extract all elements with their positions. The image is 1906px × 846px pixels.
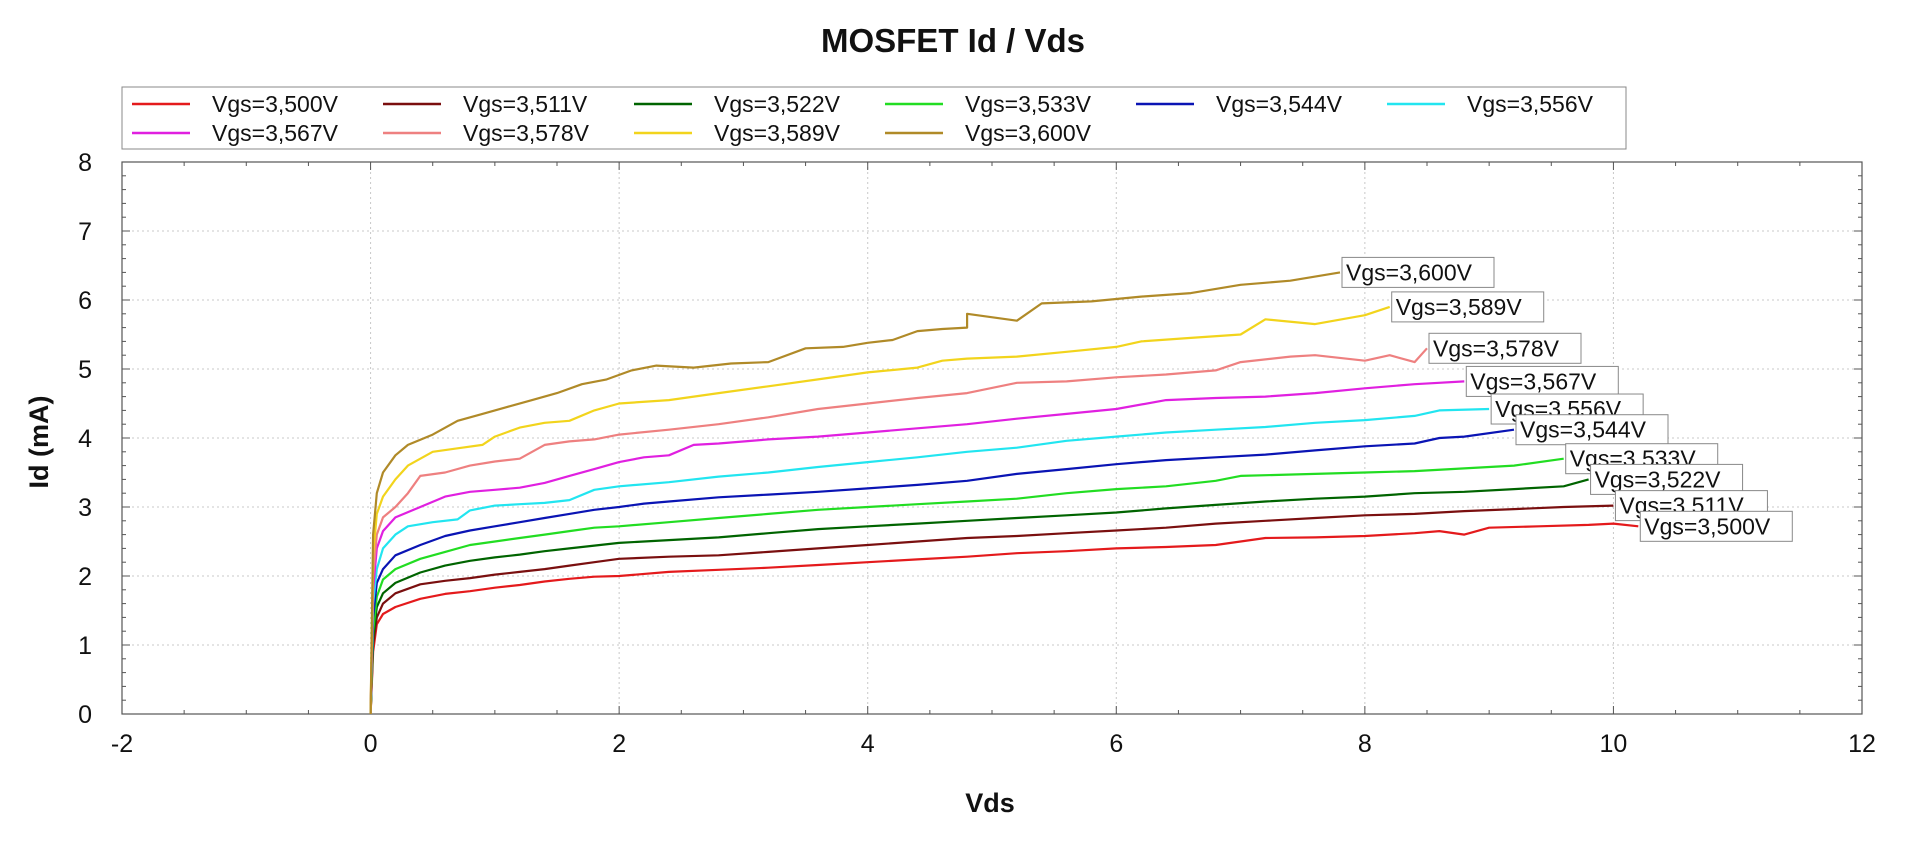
legend-label: Vgs=3,589V [714,120,841,146]
y-tick-label: 3 [78,494,92,522]
legend-item: Vgs=3,567V [132,120,339,146]
legend: Vgs=3,500V Vgs=3,511V Vgs=3,522V Vgs=3,533V… [121,86,1627,150]
series-line-9 [369,271,1341,715]
legend-label: Vgs=3,556V [1467,91,1594,117]
legend-item: Vgs=3,500V [132,91,339,117]
y-tick-label: 5 [78,356,92,384]
end-label-box [1391,291,1545,323]
series-line-2 [369,478,1589,715]
end-label: Vgs=3,567V [1465,365,1619,397]
legend-label: Vgs=3,578V [463,120,590,146]
legend-item: Vgs=3,544V [1136,91,1343,117]
x-tick-label: -2 [111,730,133,758]
y-tick-label: 7 [78,218,92,246]
legend-item: Vgs=3,589V [634,120,841,146]
legend-label: Vgs=3,544V [1216,91,1343,117]
y-tick-label: 2 [78,563,92,591]
end-label-text: Vgs=3,500V [1644,513,1771,539]
end-label-box [1515,414,1669,446]
legend-item: Vgs=3,578V [383,120,590,146]
end-label: Vgs=3,589V [1391,291,1545,323]
y-tick-label: 1 [78,632,92,660]
end-label-text: Vgs=3,567V [1470,368,1597,394]
plot-area: -2 0 2 4 6 8 10 12012345678Vgs=3,600VVgs=3,589V… [78,149,1876,758]
end-label: Vgs=3,578V [1428,332,1582,364]
end-label-box [1341,256,1495,288]
x-tick-label: 10 [1600,730,1628,758]
series-line-1 [369,504,1614,715]
series-line-7 [369,347,1428,715]
legend-label: Vgs=3,511V [463,91,588,117]
x-tick-label: 0 [364,730,378,758]
legend-label: Vgs=3,567V [212,120,339,146]
x-tick-label: 8 [1358,730,1372,758]
end-label-text: Vgs=3,589V [1396,294,1523,320]
end-label-box [1590,463,1744,495]
end-label-text: Vgs=3,578V [1433,335,1560,361]
end-label: Vgs=3,500V [1639,510,1793,542]
legend-label: Vgs=3,600V [965,120,1092,146]
series-line-3 [369,457,1564,715]
end-label-text: Vgs=3,544V [1520,417,1647,443]
end-label-text: Vgs=3,522V [1595,466,1722,492]
x-tick-label: 2 [612,730,626,758]
legend-item: Vgs=3,522V [634,91,841,117]
series-line-6 [369,380,1465,715]
end-label: Vgs=3,600V [1341,256,1495,288]
legend-label: Vgs=3,522V [714,91,841,117]
y-tick-label: 6 [78,287,92,315]
end-label-box [1428,332,1582,364]
end-label: Vgs=3,522V [1590,463,1744,495]
chart-title: MOSFET Id / Vds [821,22,1085,59]
series-line-0 [369,522,1639,715]
legend-label: Vgs=3,500V [212,91,339,117]
y-tick-label: 8 [78,149,92,177]
legend-item: Vgs=3,533V [885,91,1092,117]
series-line-4 [369,428,1515,715]
series-line-8 [369,305,1391,715]
legend-item: Vgs=3,511V [383,91,588,117]
end-label-box [1639,510,1793,542]
series-line-5 [369,407,1490,715]
legend-box [121,86,1627,150]
end-label-text: Vgs=3,600V [1346,259,1473,285]
y-tick-label: 0 [78,701,92,729]
y-axis-title: Id (mA) [24,396,54,489]
x-axis-title: Vds [965,788,1015,818]
y-tick-label: 4 [78,425,92,453]
legend-item: Vgs=3,600V [885,120,1092,146]
x-tick-label: 6 [1109,730,1123,758]
legend-label: Vgs=3,533V [965,91,1092,117]
x-tick-label: 12 [1848,730,1876,758]
end-label: Vgs=3,544V [1515,414,1669,446]
legend-item: Vgs=3,556V [1387,91,1594,117]
x-tick-label: 4 [861,730,875,758]
